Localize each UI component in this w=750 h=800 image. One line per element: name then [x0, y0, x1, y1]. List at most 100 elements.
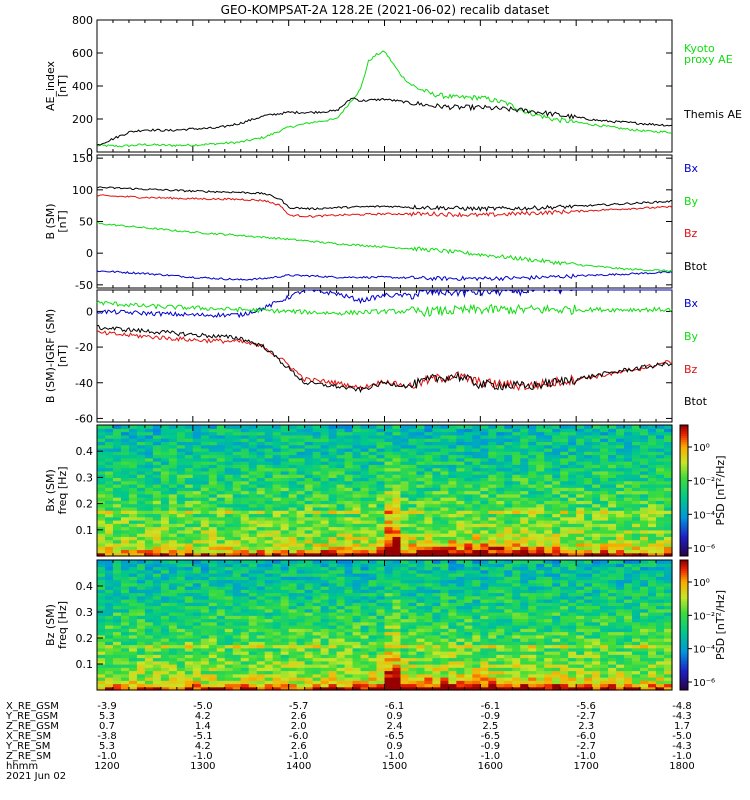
spec_bx-cell: [224, 434, 234, 439]
spec_bx-cell: [424, 513, 434, 518]
spec_bz-cell: [336, 644, 346, 649]
spec_bx-cell: [456, 539, 465, 544]
spec_bz-cell: [328, 618, 338, 623]
spec_bx-colorbar-cell: [680, 490, 688, 494]
spec_bz-cell: [120, 615, 130, 620]
spec_bx-cell: [656, 523, 665, 528]
spec_bx-cell: [592, 539, 601, 544]
spec_bx-cell: [232, 457, 242, 462]
spec_bx-cell: [560, 451, 569, 456]
spec_bx-cell: [280, 467, 290, 472]
spec_bz-cell: [128, 621, 138, 626]
spec_bx-cell: [328, 487, 338, 492]
spec_bx-cell: [640, 428, 649, 433]
spec_bx-cell: [136, 523, 146, 528]
spec_bx-cell: [136, 546, 146, 551]
spec_bx-cell: [112, 536, 122, 541]
spec_bx-cell: [360, 536, 370, 541]
spec_bx-cell: [336, 425, 346, 429]
spec_bx-cell: [240, 510, 250, 515]
spec_bx-cell: [296, 503, 306, 508]
spec_bx-cell: [272, 425, 282, 429]
spec_bx-cell: [280, 506, 290, 511]
spec_bz-cell: [312, 589, 322, 594]
spec_bz-cell: [248, 654, 258, 659]
spec_bx-cell: [624, 477, 633, 482]
spec_bx-cell: [200, 447, 210, 452]
spec_bz-cell: [152, 644, 162, 649]
spec_bz-cell: [280, 683, 290, 688]
spec_bx-cell: [97, 434, 106, 439]
spec_bx-cell: [408, 461, 418, 465]
spec_bz-cell: [256, 647, 266, 652]
spec_bz-cell: [328, 680, 338, 685]
spec_bx-cell: [328, 480, 338, 485]
spec_bz-cell: [376, 634, 386, 639]
spec_bz-cell: [344, 657, 354, 662]
spec_bz-cell: [312, 670, 322, 675]
spec_bz-cell: [136, 569, 146, 574]
spec_bx-cell: [392, 493, 402, 498]
spec_bx-cell: [264, 549, 274, 554]
spec_bx-cell: [512, 533, 521, 537]
spec_bx-cell: [168, 451, 178, 456]
spec_bz-cell: [328, 631, 338, 636]
spec_bx-cell: [384, 438, 394, 442]
spec_bx-cell: [360, 434, 370, 439]
spec_bz-cell: [152, 560, 162, 564]
spec_bz-cell: [208, 566, 218, 571]
spec_bx-cell: [456, 490, 465, 495]
spec_bz-cell: [328, 686, 338, 691]
spec_bz-cell: [208, 608, 218, 613]
spec_bz-cell: [328, 563, 338, 568]
spec_bz-cell: [152, 625, 162, 629]
spec_bx-cell: [472, 526, 481, 531]
spec_bx-cell: [272, 539, 282, 544]
spec_bx-cell: [616, 519, 625, 524]
spec_bz-cell: [344, 592, 354, 597]
spec_bz-cell: [97, 566, 106, 571]
spec_bx-cell: [200, 546, 210, 551]
spec_bx-cell: [488, 461, 497, 465]
spec_bx-cell: [360, 503, 370, 508]
spec_bx-colorbar-cell: [680, 525, 688, 529]
spec_bx-cell: [152, 447, 162, 452]
spec_bx-cell: [176, 487, 186, 492]
spec_bx-cell: [216, 513, 226, 518]
spec_bx-cell: [456, 457, 465, 462]
spec_bx-cell: [344, 470, 354, 475]
spec_bx-cell: [152, 513, 162, 518]
spec_bx-ytick-label: 0.4: [76, 445, 94, 458]
spec_bx-cell: [456, 451, 465, 456]
spec_bx-cell: [344, 474, 354, 479]
spec_bz-cell: [288, 625, 298, 629]
spec_bx-cell: [504, 438, 513, 442]
spec_bx-cell: [320, 549, 330, 554]
spec_bz-cell: [376, 628, 386, 633]
spec_bx-cell: [344, 454, 354, 459]
spec_bx-cell: [104, 490, 114, 495]
spec_bx-cell: [328, 470, 338, 475]
spec_bx-cell: [296, 500, 306, 505]
spec_bz-cell: [152, 657, 162, 662]
spec_bx-cell: [624, 533, 633, 537]
spec_bx-cell: [576, 457, 585, 462]
spec_bz-cell: [208, 605, 218, 610]
spec_bx-cell: [464, 483, 473, 488]
spec_bx-cell: [288, 461, 298, 465]
spec_bx-cell: [656, 470, 665, 475]
spec_bz-cell: [97, 634, 106, 639]
spec_bx-cell: [336, 549, 346, 554]
spec_bz-cell: [208, 670, 218, 675]
spec_bx-cell: [632, 477, 641, 482]
spec_bx-cell: [216, 503, 226, 508]
spec_bx-cell: [552, 497, 561, 501]
spec_bx-cell: [352, 497, 362, 501]
spec_bx-cell: [480, 425, 489, 429]
spec_bx-cell: [248, 454, 258, 459]
spec_bx-cell: [352, 526, 362, 531]
spec_bz-cell: [208, 573, 218, 577]
spec_bx-cell: [400, 523, 410, 528]
spec_bx-cell: [488, 519, 497, 524]
spec_bz-cell: [352, 647, 362, 652]
